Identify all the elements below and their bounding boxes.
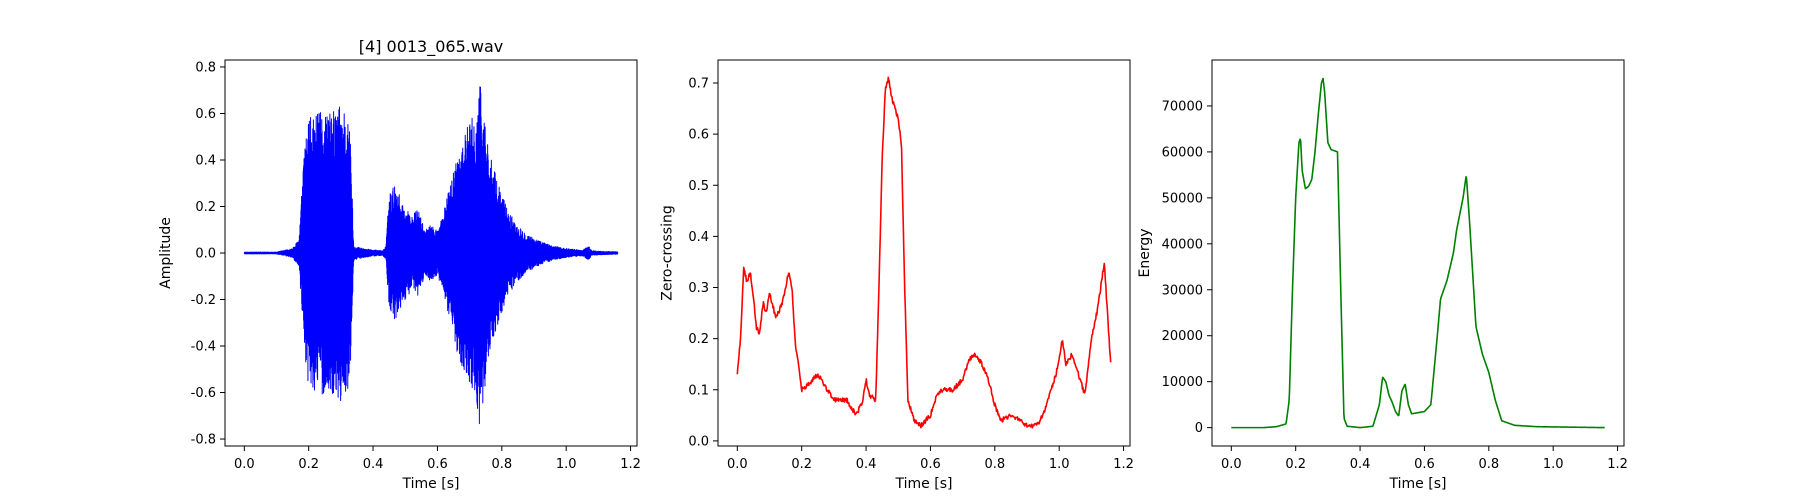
y-tick-label: 0.0: [195, 247, 216, 262]
y-axis-label: Amplitude: [158, 217, 174, 289]
series-line: [736, 76, 1112, 429]
x-tick-label: 1.0: [556, 457, 577, 472]
x-tick-label: 1.0: [1049, 457, 1070, 472]
y-tick-label: 0.6: [195, 107, 216, 122]
y-axis-label: Energy: [1137, 228, 1153, 277]
x-tick-label: 0.4: [1350, 457, 1371, 472]
y-tick-label: 10000: [1162, 375, 1203, 390]
x-tick-label: 1.0: [1543, 457, 1564, 472]
y-tick-label: 0.4: [688, 230, 709, 245]
x-tick-label: 0.0: [234, 457, 255, 472]
y-tick-label: 0.3: [688, 281, 709, 296]
y-tick-label: -0.6: [191, 386, 216, 401]
y-tick-label: 0: [1195, 421, 1203, 436]
x-tick-label: 0.2: [791, 457, 812, 472]
chart-1: 0.0 0.2 0.4 0.6 0.8 1.0 1.2 -0.8 -0.6 -0.4 -0.2 0.0…: [158, 37, 641, 492]
y-tick-label: 0.4: [195, 153, 216, 168]
y-tick-label: 50000: [1162, 191, 1203, 206]
x-tick-label: 1.2: [1113, 457, 1134, 472]
y-tick-label: 0.2: [688, 332, 709, 347]
y-tick-label: -0.4: [191, 340, 216, 355]
y-tick-label: 30000: [1162, 283, 1203, 298]
chart-2: 0.0 0.2 0.4 0.6 0.8 1.0 1.2 0.0 0.1 0.2 0.3 0.4 0.5 0…: [659, 59, 1134, 492]
plot-frame: [717, 59, 1131, 447]
y-tick-label: 0.8: [195, 60, 216, 75]
y-tick-label: 60000: [1162, 145, 1203, 160]
y-tick-label: 0.5: [688, 179, 709, 194]
x-tick-label: 0.8: [984, 457, 1005, 472]
plot-frame: [1211, 59, 1625, 447]
y-tick-label: 0.7: [688, 77, 709, 92]
chart-3: 0.0 0.2 0.4 0.6 0.8 1.0 1.2 0 10000 20000 30000 400…: [1137, 59, 1628, 492]
y-tick-label: 0.1: [688, 383, 709, 398]
x-tick-label: 0.4: [856, 457, 877, 472]
y-tick-label: 70000: [1162, 99, 1203, 114]
x-axis-label: Time [s]: [402, 476, 460, 492]
x-tick-label: 0.4: [363, 457, 384, 472]
x-tick-label: 0.0: [1221, 457, 1242, 472]
x-tick-label: 0.2: [1285, 457, 1306, 472]
y-tick-label: -0.2: [191, 293, 216, 308]
y-axis-label: Zero-crossing: [659, 205, 675, 300]
y-tick-label: 40000: [1162, 237, 1203, 252]
x-tick-label: 0.6: [427, 457, 448, 472]
y-tick-label: 20000: [1162, 329, 1203, 344]
x-tick-label: 0.8: [1478, 457, 1499, 472]
x-tick-label: 1.2: [1607, 457, 1628, 472]
y-tick-label: 0.2: [195, 200, 216, 215]
x-tick-label: 0.6: [1414, 457, 1435, 472]
series-line: [243, 86, 619, 425]
x-tick-label: 0.2: [298, 457, 319, 472]
y-tick-label: 0.0: [688, 434, 709, 449]
y-tick-label: -0.8: [191, 433, 216, 448]
x-tick-label: 0.0: [727, 457, 748, 472]
x-tick-label: 0.8: [491, 457, 512, 472]
x-axis-label: Time [s]: [1389, 476, 1447, 492]
y-tick-label: 0.6: [688, 128, 709, 143]
chart-title: [4] 0013_065.wav: [359, 37, 503, 57]
x-tick-label: 0.6: [920, 457, 941, 472]
x-axis-label: Time [s]: [895, 476, 953, 492]
x-tick-label: 1.2: [620, 457, 641, 472]
series-line: [1231, 77, 1605, 429]
